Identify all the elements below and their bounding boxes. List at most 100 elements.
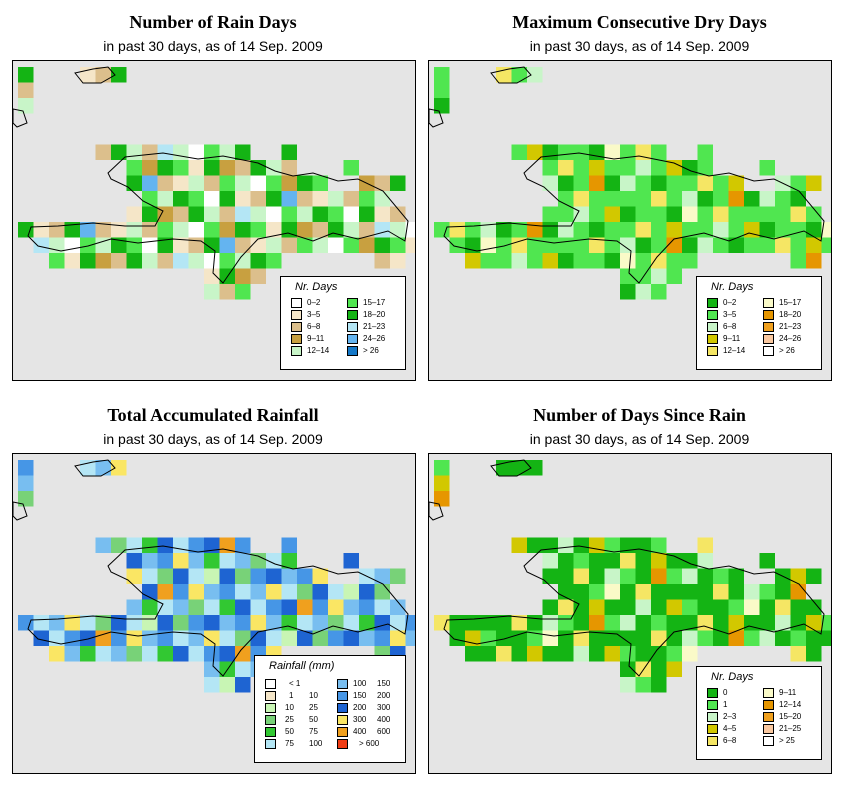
grid-cell <box>697 599 713 615</box>
grid-cell <box>405 222 415 238</box>
grid-cell <box>126 646 142 662</box>
grid-cell <box>281 630 297 646</box>
grid-cell <box>235 568 251 584</box>
grid-cell <box>64 630 80 646</box>
legend-swatch <box>763 700 774 710</box>
grid-cell <box>558 253 574 269</box>
grid-cell <box>651 222 667 238</box>
grid-cell <box>173 630 189 646</box>
grid-cell <box>312 630 328 646</box>
grid-cell <box>558 144 574 160</box>
grid-cell <box>589 253 605 269</box>
grid-cell <box>697 537 713 553</box>
grid-cell <box>111 237 127 253</box>
grid-cell <box>173 646 189 662</box>
grid-cell <box>219 191 235 207</box>
grid-cell <box>173 222 189 238</box>
grid-cell <box>573 553 589 569</box>
grid-cell <box>281 599 297 615</box>
grid-cell <box>219 646 235 662</box>
legend-label: 1 <box>289 691 294 700</box>
grid-cell <box>759 615 775 631</box>
grid-cell <box>204 284 220 300</box>
grid-cell <box>806 206 822 222</box>
grid-cell <box>235 191 251 207</box>
grid-cell <box>111 460 127 476</box>
grid-cell <box>697 160 713 176</box>
grid-cell <box>18 460 34 476</box>
grid-cell <box>604 584 620 600</box>
grid-cell <box>374 253 390 269</box>
grid-cell <box>527 537 543 553</box>
grid-cell <box>682 253 698 269</box>
grid-cell <box>281 584 297 600</box>
grid-cell <box>527 646 543 662</box>
grid-cell <box>713 615 729 631</box>
grid-cell <box>666 661 682 677</box>
grid-cell <box>173 206 189 222</box>
grid-cell <box>390 222 406 238</box>
legend-swatch <box>707 736 718 746</box>
grid-cell <box>635 677 651 693</box>
grid-cell <box>405 237 415 253</box>
map-grid <box>13 459 415 693</box>
grid-cell <box>666 615 682 631</box>
grid-cell <box>480 646 496 662</box>
grid-cell <box>111 615 127 631</box>
grid-cell <box>188 175 204 191</box>
grid-cell <box>666 175 682 191</box>
grid-cell <box>374 206 390 222</box>
grid-cell <box>573 237 589 253</box>
grid-cell <box>542 615 558 631</box>
grid-cell <box>173 584 189 600</box>
grid-cell <box>343 206 359 222</box>
legend-swatch <box>347 298 358 308</box>
legend-swatch <box>265 691 276 701</box>
grid-cell <box>173 568 189 584</box>
grid-cell <box>573 175 589 191</box>
grid-cell <box>126 630 142 646</box>
grid-cell <box>219 175 235 191</box>
grid-cell <box>759 191 775 207</box>
grid-cell <box>728 206 744 222</box>
grid-cell <box>266 175 282 191</box>
grid-cell <box>806 599 822 615</box>
grid-cell <box>235 222 251 238</box>
legend-label-max: 25 <box>309 703 318 712</box>
grid-cell <box>759 553 775 569</box>
grid-cell <box>542 144 558 160</box>
grid-cell <box>666 584 682 600</box>
grid-cell <box>604 222 620 238</box>
legend-swatch <box>337 739 348 749</box>
grid-cell <box>527 237 543 253</box>
grid-cell <box>651 646 667 662</box>
grid-cell <box>635 553 651 569</box>
grid-cell <box>204 599 220 615</box>
grid-cell <box>651 284 667 300</box>
grid-cell <box>775 615 791 631</box>
grid-cell <box>790 237 806 253</box>
legend: Rainfall (mm) < 1 1 10 10 25 25 50 50 75 75 1… <box>254 655 406 763</box>
grid-cell <box>142 160 158 176</box>
grid-cell <box>620 268 636 284</box>
grid-cell <box>297 206 313 222</box>
legend-label: 150 <box>353 691 367 700</box>
grid-cell <box>589 160 605 176</box>
grid-cell <box>542 599 558 615</box>
grid-cell <box>266 630 282 646</box>
grid-cell <box>235 160 251 176</box>
grid-cell <box>126 222 142 238</box>
grid-cell <box>635 284 651 300</box>
grid-cell <box>728 175 744 191</box>
grid-cell <box>775 222 791 238</box>
grid-cell <box>359 191 375 207</box>
grid-cell <box>620 646 636 662</box>
grid-cell <box>33 630 49 646</box>
grid-cell <box>235 144 251 160</box>
grid-cell <box>204 206 220 222</box>
coastline <box>443 545 825 677</box>
grid-cell <box>697 144 713 160</box>
grid-cell <box>142 222 158 238</box>
grid-cell <box>775 630 791 646</box>
grid-cell <box>744 630 760 646</box>
